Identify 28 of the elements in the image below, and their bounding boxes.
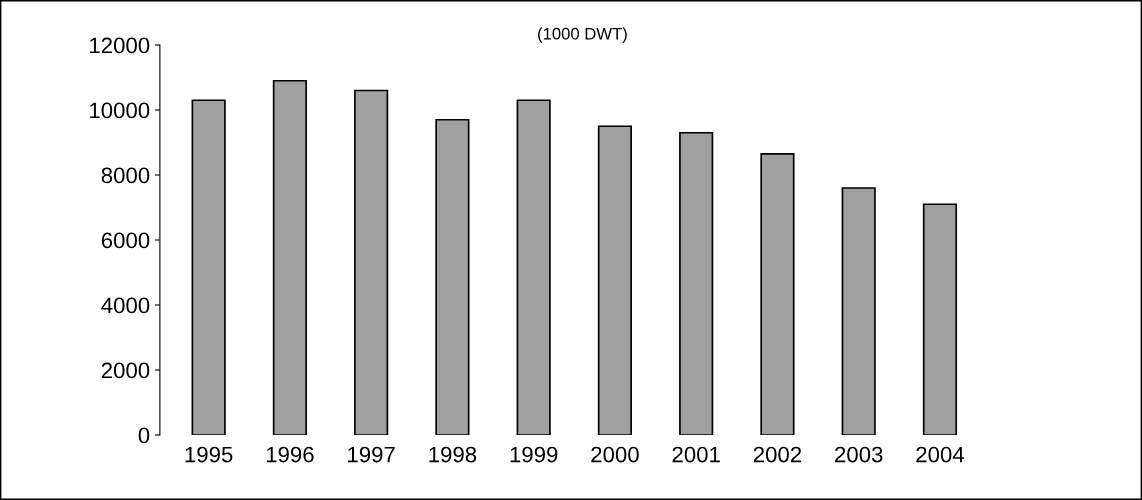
bar: [516, 99, 551, 435]
y-tick-label: 10000: [90, 102, 150, 119]
y-tick-label: 0: [138, 427, 150, 444]
x-tick-label: 2002: [753, 446, 802, 463]
chart-title: (1000 DWT): [538, 27, 627, 43]
bar: [354, 89, 389, 435]
x-tick-label: 2004: [916, 446, 965, 463]
x-tick-label: 2000: [591, 446, 639, 463]
y-tick-label: 8000: [101, 167, 150, 184]
x-tick-label: 2001: [672, 446, 720, 463]
x-tick-label: 1999: [510, 446, 558, 463]
x-tick-label: 1998: [429, 446, 477, 463]
y-tick-label: 2000: [101, 362, 150, 379]
bar: [760, 153, 795, 435]
bar: [679, 131, 714, 435]
bar: [435, 118, 470, 435]
bar: [272, 79, 307, 435]
y-tick-label: 4000: [101, 297, 150, 314]
x-tick-label: 1996: [266, 446, 314, 463]
bar: [922, 203, 958, 435]
bar: [597, 125, 633, 435]
x-tick-label: 2003: [835, 446, 883, 463]
bar: [841, 187, 876, 435]
y-tick-label: 6000: [101, 232, 150, 249]
bar: [191, 99, 226, 435]
x-tick-label: 1995: [185, 446, 233, 463]
y-tick-label: 12000: [90, 37, 150, 54]
x-tick-label: 1997: [348, 446, 395, 463]
